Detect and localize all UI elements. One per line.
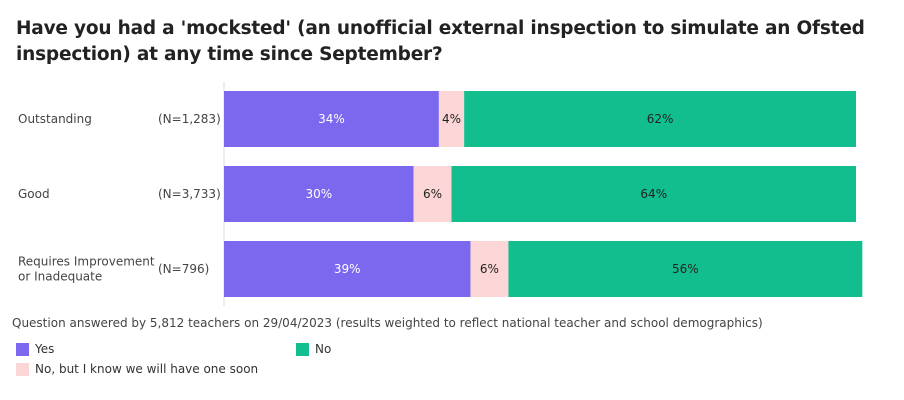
- category-label: Requires Improvement or Inadequate: [18, 255, 155, 284]
- legend-label-yes: Yes: [35, 342, 55, 356]
- bar-segment-no: [464, 91, 856, 147]
- data-label: 6%: [423, 187, 442, 201]
- bar-segment-no-soon: [470, 241, 509, 297]
- data-label: 39%: [334, 262, 361, 276]
- data-label: 62%: [647, 112, 674, 126]
- category-label-line: or Inadequate: [18, 270, 102, 284]
- bar-segment-no-soon: [413, 166, 452, 222]
- sample-size-label: (N=3,733): [158, 187, 221, 201]
- legend-item-no: No: [296, 342, 331, 356]
- footnote: Question answered by 5,812 teachers on 2…: [12, 316, 763, 330]
- data-label: 64%: [640, 187, 667, 201]
- legend-swatch-no: [296, 342, 309, 356]
- stacked-bar-chart: Outstanding (N=1,283) 34% 4% 62% Good (N=3,733…: [18, 82, 863, 306]
- data-label: 34%: [318, 112, 345, 126]
- bar-segment-no-soon: [438, 91, 465, 147]
- sample-size-label: (N=796): [158, 262, 209, 276]
- category-label-line: Requires Improvement: [18, 255, 155, 269]
- legend-swatch-yes: [16, 342, 29, 356]
- category-label: Good: [18, 187, 50, 201]
- bar-segment-yes: [224, 241, 471, 297]
- data-label: 30%: [305, 187, 332, 201]
- bar-segment-no: [508, 241, 863, 297]
- legend-item-no-soon: No, but I know we will have one soon: [16, 362, 258, 376]
- sample-size-label: (N=1,283): [158, 112, 221, 126]
- bar-segment-yes: [224, 91, 439, 147]
- bar-segment-no: [451, 166, 856, 222]
- legend-item-yes: Yes: [16, 342, 54, 356]
- legend-swatch-no-soon: [16, 362, 29, 376]
- category-label-line: Outstanding: [18, 112, 92, 126]
- category-label-line: Good: [18, 187, 50, 201]
- legend-label-no-soon: No, but I know we will have one soon: [35, 362, 259, 376]
- category-label: Outstanding: [18, 112, 92, 126]
- chart-title: Have you had a 'mocksted' (an unofficial…: [16, 18, 865, 65]
- legend-label-no: No: [315, 342, 332, 356]
- data-label: 56%: [672, 262, 699, 276]
- bar-segment-yes: [224, 166, 414, 222]
- data-label: 6%: [480, 262, 499, 276]
- data-label: 4%: [442, 112, 461, 126]
